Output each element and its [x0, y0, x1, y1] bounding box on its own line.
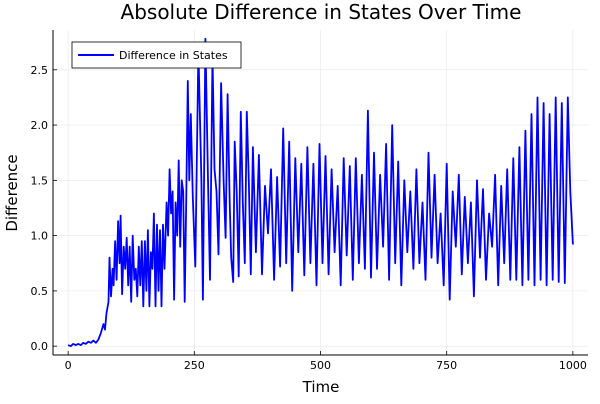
x-tick-label: 1000 [559, 359, 587, 372]
y-tick-label: 2.0 [31, 119, 49, 132]
legend-box [71, 41, 242, 69]
chart-title: Absolute Difference in States Over Time [121, 0, 522, 24]
legend-label: Difference in States [119, 49, 228, 62]
series-line [67, 37, 574, 348]
y-tick-label: 0.0 [31, 340, 49, 353]
y-axis-label: Difference [3, 154, 21, 231]
x-tick-label: 750 [436, 359, 457, 372]
y-tick-label: 1.5 [31, 174, 49, 187]
x-tick-label: 250 [184, 359, 205, 372]
y-tick-label: 0.5 [31, 285, 49, 298]
legend: Difference in States [71, 41, 242, 69]
x-tick-label: 500 [310, 359, 331, 372]
series [67, 37, 574, 348]
ticks: 0 250 500 750 1000 0.0 0.5 1.0 1.5 2.0 2.5 [31, 64, 587, 372]
x-axis-label: Time [302, 378, 340, 396]
x-tick-label: 0 [65, 359, 72, 372]
y-tick-label: 1.0 [31, 230, 49, 243]
y-tick-label: 2.5 [31, 64, 49, 77]
